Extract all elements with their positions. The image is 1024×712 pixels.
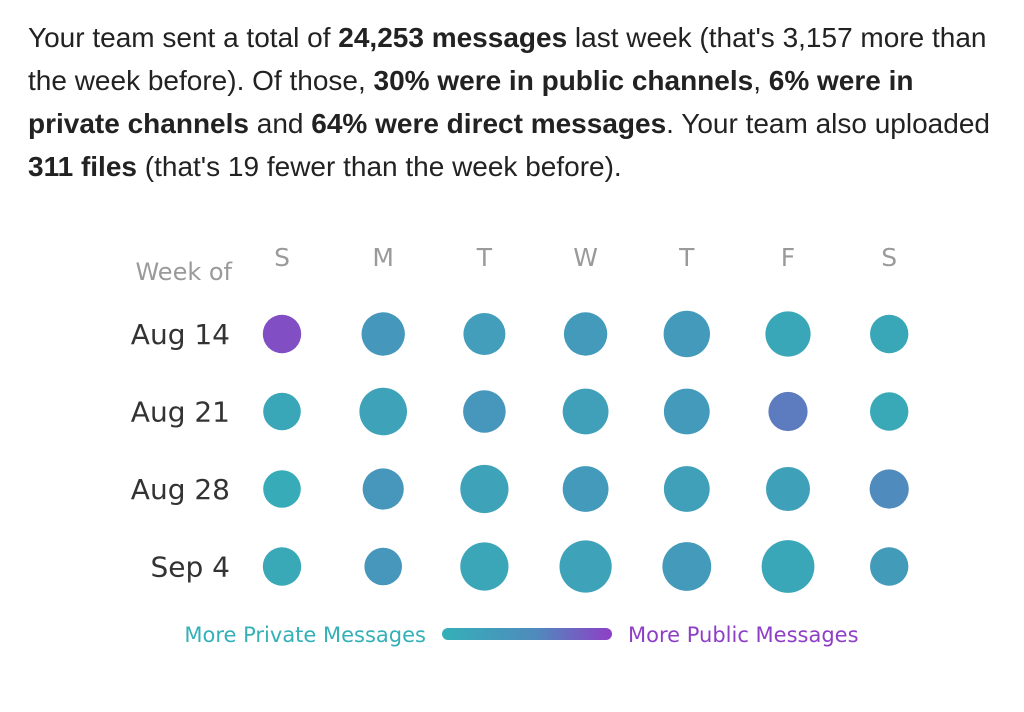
activity-dot [463,390,506,433]
activity-dot [364,547,403,586]
day-label: S [274,243,290,272]
activity-dot [262,314,302,354]
day-label: W [573,243,598,272]
activity-dot [662,542,712,591]
legend-gradient-bar [442,628,612,640]
activity-dot [870,314,909,354]
private-channels-percent: 6% were in private channels [28,65,914,139]
activity-dot [562,466,609,512]
activity-dot [766,467,810,511]
activity-dot [663,388,710,435]
activity-dot [359,387,408,436]
day-label: S [881,243,897,272]
files-uploaded: 311 files [28,151,137,182]
summary-paragraph: Your team sent a total of 24,253 message… [28,16,998,188]
summary-text-6: (that's 19 fewer than the week before). [136,151,622,182]
summary-text-3: , [753,65,769,96]
legend-public-label: More Public Messages [628,623,859,647]
direct-messages-percent: 64% were direct messages [311,108,667,139]
legend-private-label: More Private Messages [184,623,426,647]
week-label: Aug 14 [131,318,230,351]
activity-dot [460,542,509,591]
activity-dot [870,392,909,431]
activity-dot [562,388,609,435]
summary-text-2: last week (that's 3,157 more than the we… [28,22,987,96]
public-channels-percent: 30% were in public channels [373,65,754,96]
week-label: Aug 21 [131,396,230,429]
activity-dot [663,466,710,512]
summary-text-5: . Your team also uploaded [666,108,990,139]
summary-text-4: and [248,108,312,139]
activity-dot [559,540,612,593]
activity-dot [563,312,608,356]
week-of-header: Week of [135,258,232,286]
week-label: Aug 28 [131,473,230,506]
activity-dot [761,540,815,593]
day-label: F [781,243,795,272]
activity-dot [463,313,506,355]
day-label: T [678,243,695,272]
week-label: Sep 4 [151,551,231,584]
activity-dot [361,312,405,356]
activity-dot [263,470,301,508]
activity-dot [768,391,808,432]
activity-dot [765,311,811,357]
activity-dot [663,310,710,358]
activity-dot [263,392,301,431]
activity-dot [262,547,302,586]
day-label: M [372,243,394,272]
activity-dot [870,547,909,586]
summary-text-1: Your team sent a total of [28,22,339,53]
activity-dot [869,469,909,509]
activity-dot [460,464,509,514]
day-label: T [476,243,493,272]
activity-dot [362,468,404,510]
total-messages: 24,253 messages [338,22,568,53]
